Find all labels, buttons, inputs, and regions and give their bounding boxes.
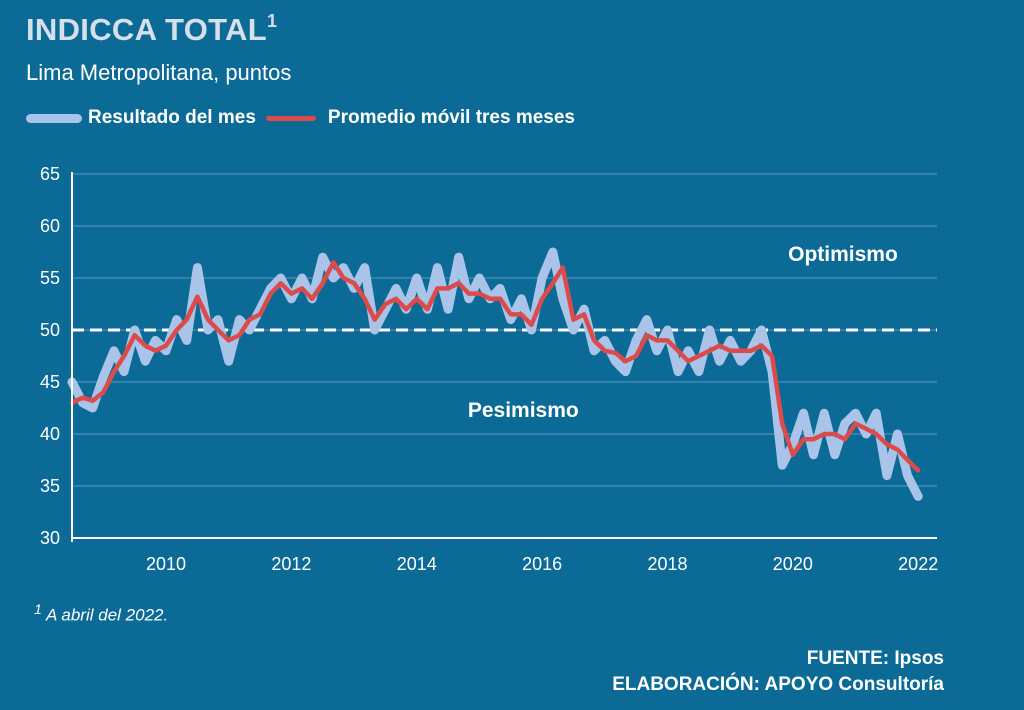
footnote-text: A abril del 2022. — [45, 605, 169, 625]
footnote: 1 A abril del 2022. — [34, 602, 168, 626]
series-group — [67, 247, 923, 501]
y-tick-label: 35 — [40, 476, 60, 496]
y-tick-label: 50 — [40, 320, 60, 340]
x-tick-label: 2014 — [397, 554, 437, 574]
x-tick-label: 2016 — [522, 554, 562, 574]
y-tick-label: 60 — [40, 216, 60, 236]
annotation-bg — [449, 393, 598, 426]
x-tick-label: 2020 — [773, 554, 813, 574]
source-text: FUENTE: Ipsos — [806, 648, 944, 669]
legend-swatch-moving-avg — [265, 115, 316, 121]
chart-title: INDICCA TOTAL1 — [26, 10, 278, 48]
footnote-mark: 1 — [34, 602, 42, 618]
y-tick-label: 65 — [40, 164, 60, 184]
x-tick-label: 2018 — [647, 554, 687, 574]
legend-label-monthly: Resultado del mes — [88, 107, 256, 128]
x-tick-label: 2012 — [271, 554, 311, 574]
x-tick-label: 2010 — [146, 554, 186, 574]
chart-subtitle: Lima Metropolitana, puntos — [26, 60, 292, 85]
y-tick-label: 40 — [40, 424, 60, 444]
line-chart: Optimismo Pesimismo 30 35 40 45 50 55 60 65 2010 2… — [40, 164, 938, 574]
axes: 30 35 40 45 50 55 60 65 2010 2012 2014 2016 2018 2020… — [40, 164, 938, 574]
legend-swatch-monthly — [26, 113, 82, 123]
y-tick-label: 55 — [40, 268, 60, 288]
x-tick-label: 2022 — [898, 554, 938, 574]
title-footnote-mark: 1 — [266, 10, 278, 31]
series-moving-avg-line — [69, 260, 921, 473]
series-monthly-line — [67, 247, 923, 501]
legend-label-moving-avg: Promedio móvil tres meses — [327, 107, 575, 128]
legend: Resultado del mes Promedio móvil tres me… — [26, 104, 575, 132]
annotations: Optimismo Pesimismo — [449, 237, 917, 426]
chart-title-text: INDICCA TOTAL — [26, 12, 267, 47]
y-tick-label: 30 — [40, 528, 60, 548]
annotation-label: Pesimismo — [468, 399, 579, 422]
elaboration-text: ELABORACIÓN: APOYO Consultoría — [612, 674, 944, 695]
annotation-label: Optimismo — [788, 243, 898, 266]
y-tick-label: 45 — [40, 372, 60, 392]
annotation-bg — [768, 237, 917, 270]
